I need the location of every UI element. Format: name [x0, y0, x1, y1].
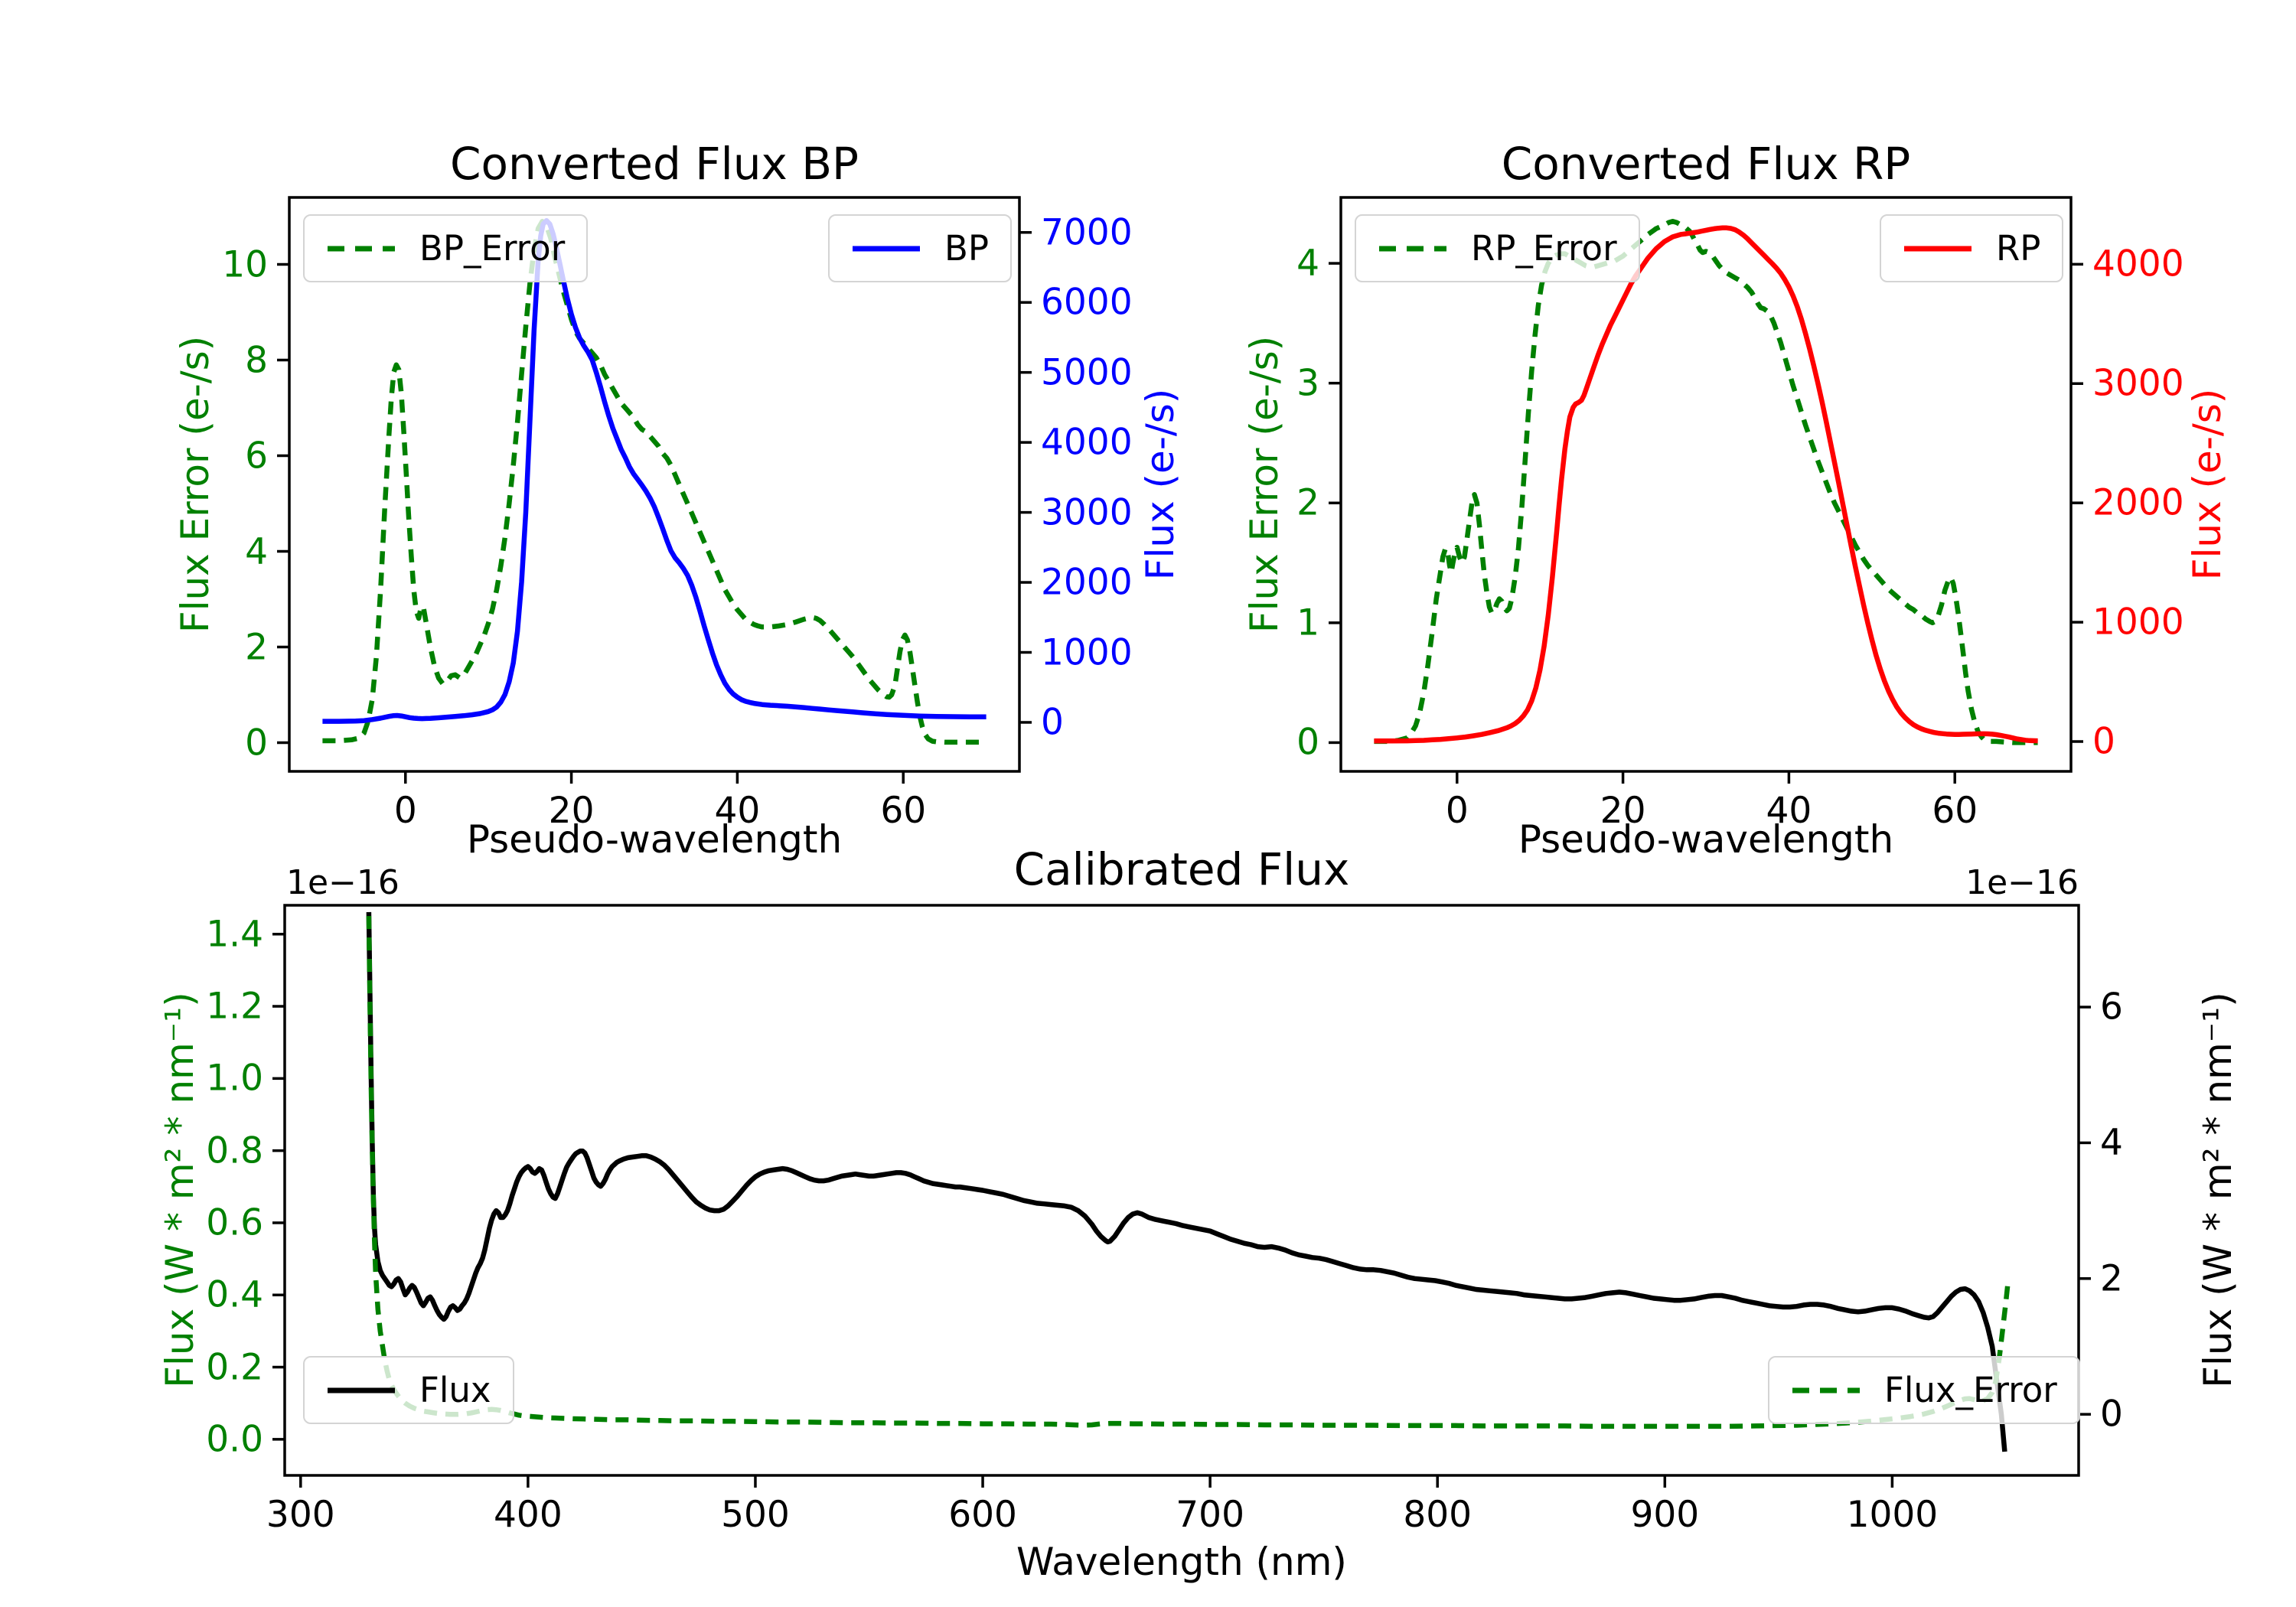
- calibrated-left-axis-label: Flux (W * m² * nm⁻¹): [158, 992, 202, 1388]
- legend-sample-line: [328, 1387, 395, 1393]
- x-tick-label: 1000: [1846, 1494, 1939, 1536]
- x-tick-label: 20: [1600, 790, 1646, 832]
- x-tick-label: 60: [880, 790, 927, 832]
- flux_error-curve: [366, 916, 2011, 1429]
- legend-rp-error: RP_Error: [1355, 214, 1640, 282]
- y-right-tick-label: 2000: [1041, 561, 1133, 604]
- y-left-tick-label: 8: [245, 339, 268, 381]
- legend-bp: BP: [828, 214, 1013, 282]
- legend-label: RP: [1996, 228, 2041, 269]
- x-tick-label: 60: [1932, 790, 1978, 832]
- bp_error-curve: [322, 219, 987, 745]
- bp-axes-area: [277, 196, 1032, 784]
- rp-right-axis-label: Flux (e-/s): [2185, 388, 2229, 581]
- rp-chart-title: Converted Flux RP: [1501, 138, 1911, 190]
- x-tick-label: 20: [548, 790, 595, 832]
- legend-label: Flux_Error: [1884, 1370, 2057, 1410]
- calibrated-chart-title: Calibrated Flux: [1013, 843, 1350, 895]
- y-left-tick-label: 0: [245, 722, 268, 764]
- x-tick-label: 0: [393, 790, 417, 832]
- y-right-tick-label: 6: [2100, 986, 2123, 1028]
- right-axis-offset-text: 1e−16: [1965, 863, 2079, 902]
- y-right-tick-label: 2: [2100, 1257, 2123, 1300]
- rp-axes-area: [1329, 196, 2083, 784]
- legend-rp: RP: [1880, 214, 2064, 282]
- y-right-tick-label: 0: [2100, 1393, 2123, 1436]
- x-tick-label: 40: [714, 790, 761, 832]
- y-left-tick-label: 1.4: [206, 913, 263, 956]
- y-left-tick-label: 0.2: [206, 1346, 263, 1389]
- y-left-tick-label: 10: [222, 243, 268, 285]
- y-right-tick-label: 5000: [1041, 351, 1133, 394]
- bp-right-axis-label: Flux (e-/s): [1138, 388, 1182, 581]
- y-right-tick-label: 2000: [2092, 481, 2184, 524]
- legend-sample-line: [328, 246, 395, 251]
- legend-label: RP_Error: [1471, 228, 1617, 269]
- y-left-tick-label: 2: [245, 626, 268, 668]
- y-right-tick-label: 4000: [2092, 243, 2184, 285]
- calibrated-x-axis-label: Wavelength (nm): [1016, 1540, 1347, 1584]
- left-axis-offset-text: 1e−16: [286, 863, 400, 902]
- converted-flux-bp-svg: [277, 196, 1032, 784]
- rp_error-curve: [1374, 219, 2038, 745]
- x-tick-label: 500: [721, 1494, 790, 1536]
- x-tick-label: 800: [1403, 1494, 1473, 1536]
- calibrated-right-axis-label: Flux (W * m² * nm⁻¹): [2196, 992, 2240, 1388]
- bp-x-axis-label: Pseudo-wavelength: [466, 817, 843, 862]
- x-tick-label: 0: [1445, 790, 1469, 832]
- legend-bp-error: BP_Error: [303, 214, 589, 282]
- legend-label: BP_Error: [419, 228, 566, 269]
- y-left-tick-label: 0.8: [206, 1129, 263, 1172]
- y-left-tick-label: 1.0: [206, 1057, 263, 1100]
- bp-left-axis-label: Flux Error (e-/s): [173, 335, 217, 634]
- legend-sample-line: [1379, 246, 1446, 251]
- legend-sample-line: [1904, 246, 1971, 251]
- y-left-tick-label: 4: [1296, 242, 1319, 285]
- rp-curve: [1374, 225, 2038, 744]
- x-tick-label: 600: [948, 1494, 1017, 1536]
- x-tick-label: 40: [1766, 790, 1812, 832]
- y-left-tick-label: 6: [245, 435, 268, 477]
- y-right-tick-label: 4000: [1041, 421, 1133, 464]
- legend-label: BP: [944, 228, 990, 269]
- y-left-tick-label: 0: [1296, 721, 1319, 764]
- y-right-tick-label: 0: [2092, 720, 2115, 763]
- x-tick-label: 700: [1176, 1494, 1244, 1536]
- x-tick-label: 900: [1630, 1494, 1700, 1536]
- y-left-tick-label: 3: [1296, 362, 1319, 405]
- y-left-tick-label: 1: [1296, 601, 1319, 644]
- flux-curve: [366, 911, 2007, 1452]
- y-right-tick-label: 1000: [2092, 601, 2184, 644]
- bp-curve: [322, 217, 987, 724]
- y-left-tick-label: 4: [245, 530, 268, 572]
- legend-flux-error: Flux_Error: [1768, 1356, 2080, 1424]
- y-right-tick-label: 7000: [1041, 211, 1133, 254]
- y-right-tick-label: 1000: [1041, 631, 1133, 673]
- rp-left-axis-label: Flux Error (e-/s): [1242, 335, 1287, 634]
- y-right-tick-label: 4: [2100, 1121, 2123, 1164]
- bp-chart-title: Converted Flux BP: [449, 138, 859, 190]
- legend-label: Flux: [419, 1370, 491, 1410]
- rp-x-axis-label: Pseudo-wavelength: [1518, 817, 1894, 862]
- y-right-tick-label: 0: [1041, 701, 1064, 744]
- y-right-tick-label: 3000: [2092, 362, 2184, 405]
- legend-flux: Flux: [303, 1356, 514, 1424]
- y-left-tick-label: 0.6: [206, 1201, 263, 1244]
- y-left-tick-label: 0.0: [206, 1418, 263, 1461]
- y-left-tick-label: 2: [1296, 481, 1319, 524]
- y-right-tick-label: 3000: [1041, 491, 1133, 534]
- x-tick-label: 300: [266, 1494, 335, 1536]
- y-right-tick-label: 6000: [1041, 281, 1133, 324]
- legend-sample-line: [1792, 1387, 1860, 1393]
- legend-sample-line: [853, 246, 920, 251]
- y-left-tick-label: 0.4: [206, 1273, 263, 1316]
- y-left-tick-label: 1.2: [206, 985, 263, 1028]
- x-tick-label: 400: [494, 1494, 563, 1536]
- converted-flux-rp-svg: [1329, 196, 2083, 784]
